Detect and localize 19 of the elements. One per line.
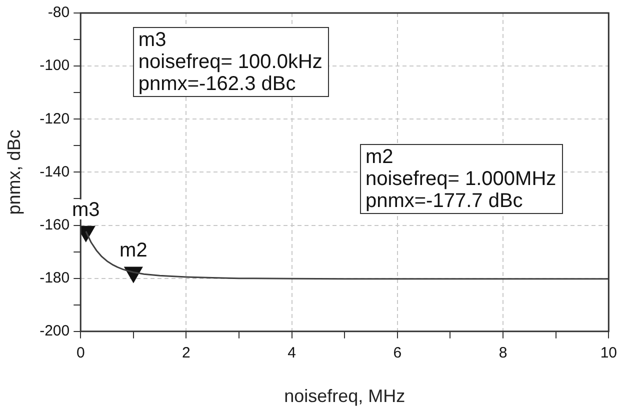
y-tick-label: -160 [40, 216, 70, 234]
annotation: m3 noisefreq= 100.0kHz pnmx=-162.3 dBc [133, 27, 330, 98]
y-tick-label: -200 [40, 322, 70, 340]
x-tick-label: 8 [498, 344, 508, 362]
y-tick-label: -80 [48, 4, 70, 22]
y-axis-title: pnmx, dBc [4, 130, 24, 215]
x-tick-label: 6 [393, 344, 402, 362]
x-tick-label: 0 [76, 344, 85, 362]
x-tick-label: 4 [288, 344, 296, 362]
x-tick-label: 2 [182, 344, 190, 362]
annotation: m2 [120, 240, 148, 262]
annotation: m3 [72, 198, 100, 221]
x-axis-title: noisefreq, MHz [284, 386, 406, 406]
annotation: m2 noisefreq= 1.000MHz pnmx=-177.7 dBc [360, 144, 564, 214]
y-tick-label: -140 [40, 163, 70, 180]
y-tick-label: -120 [40, 110, 70, 128]
y-tick-label: -180 [40, 269, 70, 286]
x-tick-label: 10 [600, 344, 617, 362]
y-tick-label: -100 [40, 57, 70, 74]
